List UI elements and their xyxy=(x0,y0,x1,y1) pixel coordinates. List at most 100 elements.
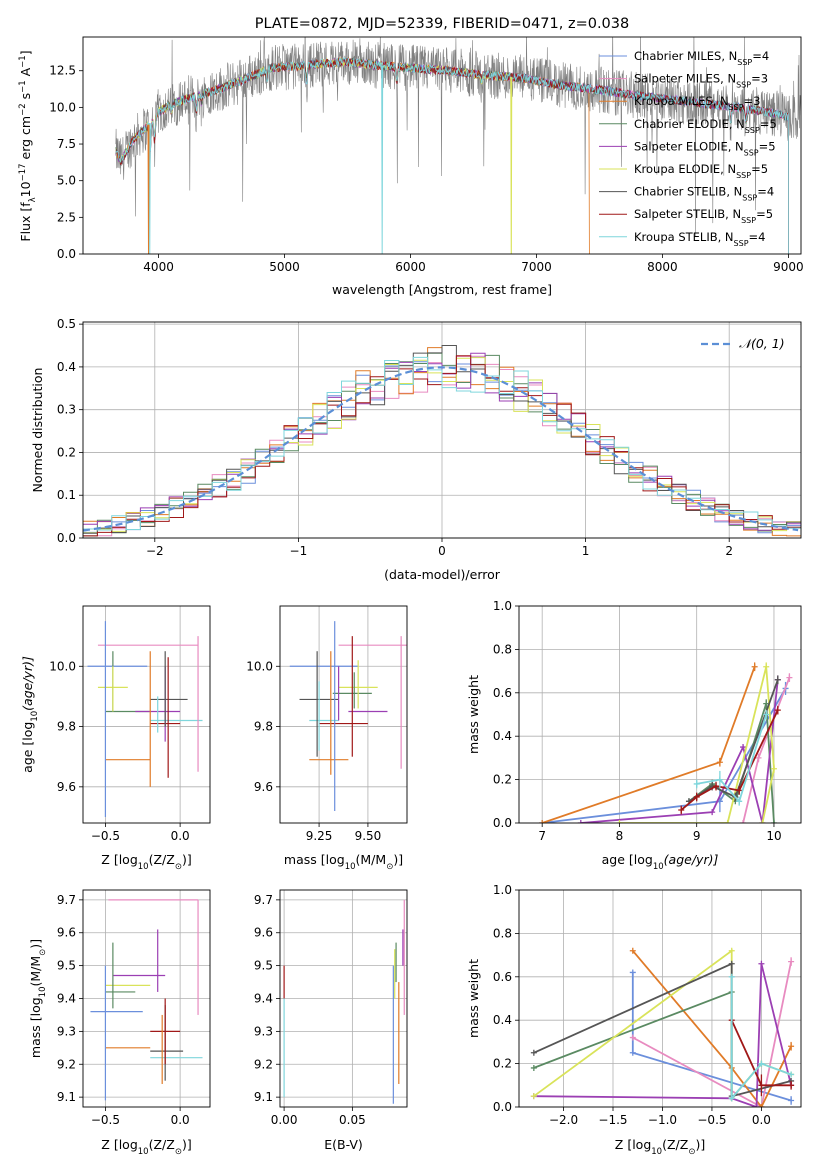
x-tick-label: 8000 xyxy=(647,260,678,274)
chart-age_vs_z: −0.5 0.0 9.6 9.8 10.0 Z [log10(Z/Z⊙)] age [log… xyxy=(20,605,211,872)
weight-marker xyxy=(753,1104,760,1107)
weight-marker xyxy=(740,744,747,751)
y-tick-label: 0.4 xyxy=(493,1013,512,1027)
x-tick-label: −1.0 xyxy=(648,1113,677,1127)
y-axis-label: age [log10(age/yr)] xyxy=(20,656,40,773)
y-tick-label: 0.4 xyxy=(57,360,76,374)
chart-massweight_vs_z: −2.0 −1.5 −1.0 −0.5 0.0 0.0 0.2 0.4 0.6 0.8 1.0 Z [… xyxy=(466,883,802,1157)
x-tick-label: 10 xyxy=(766,829,781,843)
weight-marker xyxy=(740,820,747,823)
y-tick-label: 0.0 xyxy=(57,247,76,261)
x-axis-label: Z [log10(Z/Z⊙)] xyxy=(101,1137,191,1157)
axes-frame xyxy=(82,36,802,255)
y-axis-label: Normed distribution xyxy=(30,368,45,493)
y-tick-label: 0.4 xyxy=(493,729,512,743)
weight-line-9 xyxy=(696,714,768,804)
y-tick-label: 5.0 xyxy=(57,174,76,188)
weight-marker xyxy=(530,1049,537,1056)
x-axis-label: Z [log10(Z/Z⊙)] xyxy=(101,852,191,872)
weight-marker xyxy=(629,969,636,976)
y-tick-label: 9.8 xyxy=(254,720,273,734)
weight-marker xyxy=(770,820,777,823)
y-tick-label: 9.5 xyxy=(57,959,76,973)
y-tick-label: 9.6 xyxy=(57,926,76,940)
x-tick-label: 0.05 xyxy=(339,1113,366,1127)
y-tick-label: 9.6 xyxy=(254,926,273,940)
plot-area xyxy=(539,662,793,823)
spectrum-dropout xyxy=(147,124,150,254)
x-axis-label: (data-model)/error xyxy=(384,567,501,582)
y-tick-label: 10.0 xyxy=(246,659,273,673)
y-tick-label: 0.1 xyxy=(57,488,76,502)
x-tick-label: 7000 xyxy=(521,260,552,274)
axes-frame xyxy=(82,605,211,824)
weight-line-2 xyxy=(632,961,792,1107)
y-tick-label: 9.1 xyxy=(57,1090,76,1104)
spectrum-model-6 xyxy=(115,57,512,254)
y-tick-label: 9.3 xyxy=(57,1024,76,1038)
plot-area xyxy=(90,899,203,1101)
y-tick-label: 9.3 xyxy=(254,1024,273,1038)
y-tick-label: 0.2 xyxy=(493,1057,512,1071)
y-axis-label: Flux [fλ10−17 erg cm−2 s−1 A−1] xyxy=(18,50,38,241)
y-tick-label: 1.0 xyxy=(493,883,512,897)
x-tick-label: 9 xyxy=(693,829,701,843)
y-tick-label: 9.6 xyxy=(57,780,76,794)
normal-curve xyxy=(83,366,799,532)
x-tick-label: 0.0 xyxy=(752,1113,771,1127)
x-axis-label: Z [log10(Z/Z⊙)] xyxy=(615,1137,705,1157)
legend-label-4: Chabrier ELODIE, NSSP=5 xyxy=(634,117,777,135)
weight-marker xyxy=(629,947,636,954)
chart-massweight_vs_age: 7 8 9 10 0.0 0.2 0.4 0.6 0.8 1.0 age [log10(age/yr… xyxy=(466,599,802,872)
y-tick-label: 0.0 xyxy=(493,816,512,830)
y-tick-label: 7.5 xyxy=(57,137,76,151)
y-tick-label: 0.8 xyxy=(493,926,512,940)
y-tick-label: 0.2 xyxy=(493,773,512,787)
chart-title: PLATE=0872, MJD=52339, FIBERID=0471, z=0… xyxy=(255,16,629,32)
axes-frame xyxy=(279,889,408,1108)
x-tick-label: 0 xyxy=(438,544,446,558)
x-tick-label: −1.5 xyxy=(598,1113,627,1127)
y-tick-label: 9.5 xyxy=(254,959,273,973)
y-tick-label: 9.4 xyxy=(57,992,76,1006)
spectrum-dropout xyxy=(148,123,151,254)
y-tick-label: 2.5 xyxy=(57,210,76,224)
weight-line-7 xyxy=(688,679,779,803)
spectrum-model-9 xyxy=(115,56,789,254)
y-tick-label: 9.2 xyxy=(57,1057,76,1071)
y-tick-label: 9.2 xyxy=(254,1057,273,1071)
x-tick-label: 9000 xyxy=(773,260,804,274)
y-axis-label: mass weight xyxy=(466,675,481,754)
axes-frame xyxy=(518,605,802,824)
plot-area xyxy=(530,947,795,1107)
y-tick-label: 9.8 xyxy=(57,720,76,734)
weight-marker xyxy=(539,820,546,823)
legend: Chabrier MILES, NSSP=4 Salpeter MILES, NS… xyxy=(599,49,777,247)
weight-marker xyxy=(577,820,584,823)
y-tick-label: 1.0 xyxy=(493,599,512,613)
x-axis-label: E(B-V) xyxy=(324,1137,363,1152)
x-tick-label: 4000 xyxy=(143,260,174,274)
weight-marker xyxy=(724,820,731,823)
y-tick-label: 0.6 xyxy=(493,686,512,700)
chart-residuals: −2 −1 0 1 2 0.0 0.1 0.2 0.3 0.4 0.5 (data-model)/er… xyxy=(30,317,802,582)
axes-frame xyxy=(279,605,408,824)
x-tick-label: 0.0 xyxy=(171,829,190,843)
spectrum-model-3 xyxy=(115,56,590,254)
weight-marker xyxy=(629,1034,636,1041)
weight-marker xyxy=(758,960,765,967)
weight-marker xyxy=(530,1064,537,1071)
plot-area xyxy=(115,37,801,254)
axes-frame xyxy=(82,321,802,539)
chart-age_vs_mass: 9.25 9.50 9.6 9.8 10.0 mass [log10(M/M⊙)] xyxy=(246,605,408,872)
axes-frame xyxy=(82,889,211,1108)
y-tick-label: 12.5 xyxy=(49,64,76,78)
x-tick-label: −1 xyxy=(290,544,308,558)
x-tick-label: −2 xyxy=(146,544,164,558)
x-tick-label: 8 xyxy=(616,829,624,843)
weight-marker xyxy=(709,809,716,816)
y-tick-label: 0.8 xyxy=(493,642,512,656)
y-tick-label: 9.6 xyxy=(254,780,273,794)
x-tick-label: 5000 xyxy=(269,260,300,274)
axes-frame xyxy=(518,889,802,1108)
